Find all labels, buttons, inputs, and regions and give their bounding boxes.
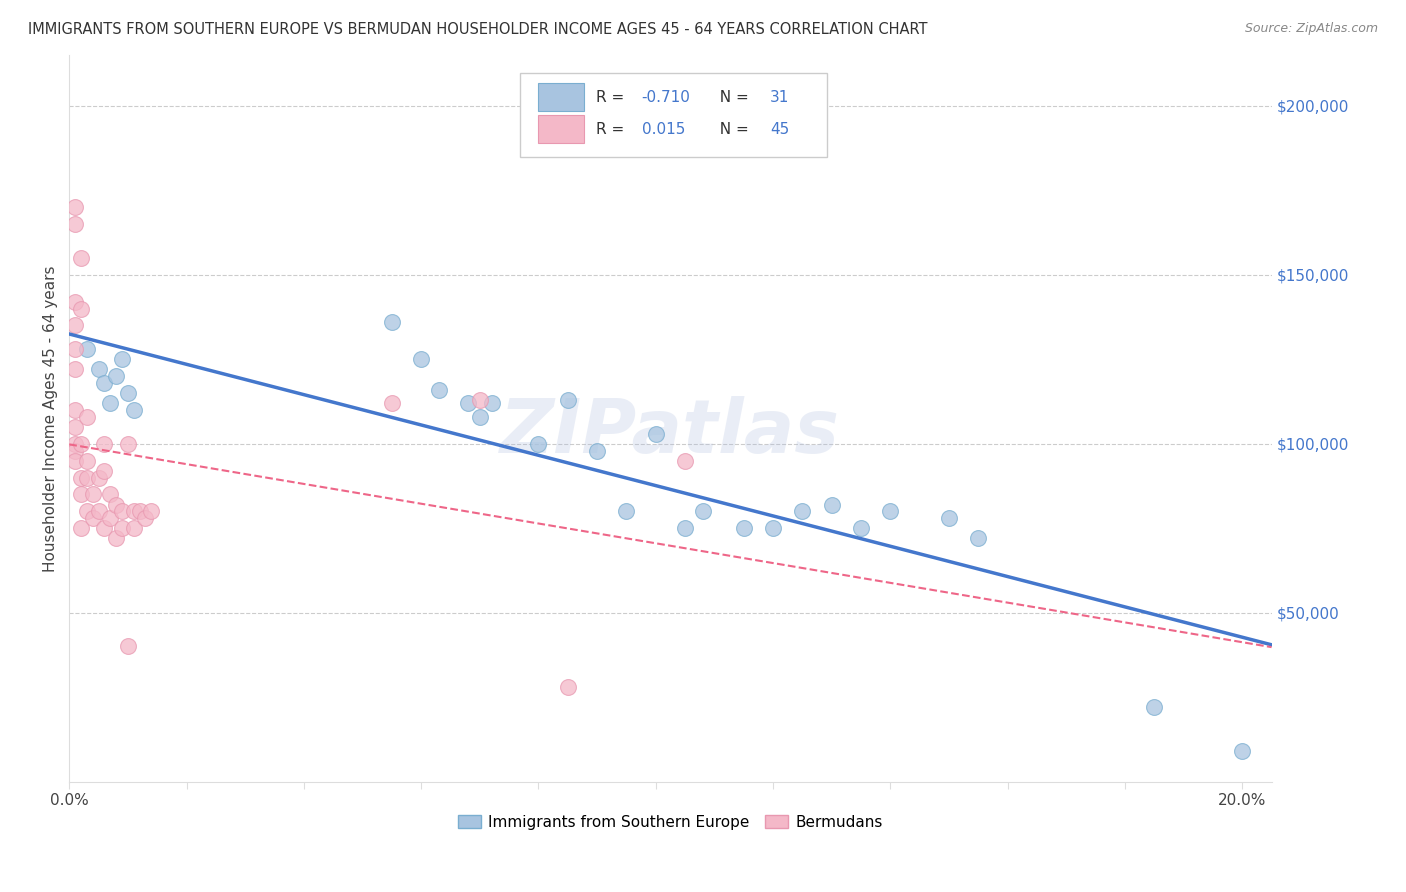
Point bbox=[792, 504, 814, 518]
Point bbox=[644, 426, 666, 441]
Point bbox=[98, 396, 121, 410]
Point bbox=[93, 521, 115, 535]
Text: Source: ZipAtlas.com: Source: ZipAtlas.com bbox=[1244, 22, 1378, 36]
Point bbox=[63, 200, 86, 214]
Text: R =: R = bbox=[596, 90, 628, 104]
Point bbox=[98, 487, 121, 501]
Point bbox=[105, 532, 128, 546]
Point bbox=[70, 487, 93, 501]
FancyBboxPatch shape bbox=[538, 115, 583, 143]
Point bbox=[457, 396, 479, 410]
Text: 31: 31 bbox=[770, 90, 790, 104]
Text: R =: R = bbox=[596, 121, 634, 136]
Point bbox=[70, 301, 93, 316]
Point bbox=[70, 521, 93, 535]
Point bbox=[63, 436, 86, 450]
Point bbox=[938, 511, 960, 525]
Point bbox=[63, 362, 86, 376]
Point bbox=[70, 470, 93, 484]
Point bbox=[98, 511, 121, 525]
Point bbox=[93, 436, 115, 450]
Text: N =: N = bbox=[710, 90, 754, 104]
Point bbox=[70, 436, 93, 450]
Text: 0.015: 0.015 bbox=[641, 121, 685, 136]
Point bbox=[82, 487, 104, 501]
Point bbox=[879, 504, 901, 518]
Point bbox=[111, 352, 134, 367]
Point bbox=[411, 352, 433, 367]
Point bbox=[762, 521, 785, 535]
Point bbox=[105, 369, 128, 384]
Text: -0.710: -0.710 bbox=[641, 90, 690, 104]
Point bbox=[76, 409, 98, 424]
Point bbox=[76, 504, 98, 518]
Point bbox=[128, 504, 150, 518]
Y-axis label: Householder Income Ages 45 - 64 years: Householder Income Ages 45 - 64 years bbox=[44, 265, 58, 572]
Point bbox=[70, 251, 93, 265]
Point bbox=[117, 436, 139, 450]
Point bbox=[63, 217, 86, 231]
Point bbox=[122, 403, 145, 417]
Point bbox=[122, 504, 145, 518]
Text: IMMIGRANTS FROM SOUTHERN EUROPE VS BERMUDAN HOUSEHOLDER INCOME AGES 45 - 64 YEAR: IMMIGRANTS FROM SOUTHERN EUROPE VS BERMU… bbox=[28, 22, 928, 37]
Text: ZIPatlas: ZIPatlas bbox=[501, 396, 841, 469]
Point bbox=[76, 453, 98, 467]
Point bbox=[63, 443, 86, 458]
Point bbox=[111, 521, 134, 535]
Point bbox=[117, 386, 139, 401]
Point bbox=[557, 680, 579, 694]
Point bbox=[93, 376, 115, 390]
Point bbox=[63, 318, 86, 333]
Point bbox=[427, 383, 450, 397]
Point bbox=[1143, 700, 1166, 714]
Point bbox=[87, 362, 110, 376]
Point bbox=[134, 511, 156, 525]
Point bbox=[673, 521, 696, 535]
Point bbox=[692, 504, 714, 518]
Point bbox=[967, 532, 990, 546]
Point bbox=[63, 294, 86, 309]
Point bbox=[141, 504, 163, 518]
Point bbox=[82, 511, 104, 525]
Point bbox=[527, 436, 550, 450]
Point bbox=[63, 420, 86, 434]
Point bbox=[821, 498, 844, 512]
Text: N =: N = bbox=[710, 121, 754, 136]
Point bbox=[849, 521, 872, 535]
Point bbox=[557, 392, 579, 407]
Point bbox=[76, 470, 98, 484]
Point bbox=[117, 640, 139, 654]
Point bbox=[76, 342, 98, 356]
Point bbox=[481, 396, 503, 410]
Point bbox=[111, 504, 134, 518]
Point bbox=[1232, 744, 1254, 758]
Point bbox=[616, 504, 638, 518]
Point bbox=[122, 521, 145, 535]
Point bbox=[381, 315, 404, 329]
Point bbox=[468, 409, 491, 424]
FancyBboxPatch shape bbox=[520, 73, 827, 157]
Text: 45: 45 bbox=[770, 121, 789, 136]
Point bbox=[673, 453, 696, 467]
Point bbox=[63, 453, 86, 467]
Point bbox=[87, 504, 110, 518]
Point bbox=[381, 396, 404, 410]
Point bbox=[93, 464, 115, 478]
Point bbox=[63, 342, 86, 356]
Point bbox=[63, 403, 86, 417]
Point bbox=[105, 498, 128, 512]
Legend: Immigrants from Southern Europe, Bermudans: Immigrants from Southern Europe, Bermuda… bbox=[451, 808, 889, 836]
FancyBboxPatch shape bbox=[538, 84, 583, 112]
Point bbox=[586, 443, 609, 458]
Point bbox=[733, 521, 755, 535]
Point bbox=[87, 470, 110, 484]
Point bbox=[468, 392, 491, 407]
